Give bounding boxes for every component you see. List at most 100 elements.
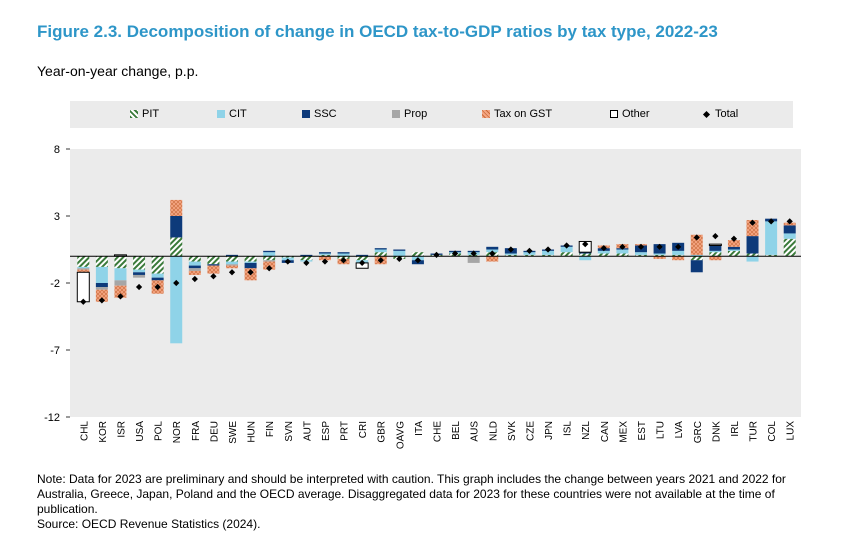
bar-ssc-oavg bbox=[393, 249, 406, 251]
legend-label-total: Total bbox=[715, 108, 739, 120]
bar-cit-isl bbox=[560, 246, 573, 253]
bar-pit-usa bbox=[133, 256, 146, 270]
bar-ssc-irl bbox=[727, 246, 740, 250]
total-marker-hun bbox=[247, 269, 254, 276]
bar-pit-col bbox=[765, 254, 778, 257]
legend-swatch-ssc bbox=[302, 110, 310, 118]
bar-pit-irl bbox=[727, 250, 740, 257]
bar-prop-fra bbox=[188, 268, 201, 271]
x-tick-label: ITA bbox=[414, 421, 425, 436]
x-tick-label: ESP bbox=[321, 421, 332, 441]
bar-cit-chl bbox=[77, 266, 90, 269]
x-tick-label: EST bbox=[637, 421, 648, 440]
legend-item-cit: CIT bbox=[217, 108, 247, 120]
bar-cit-tur bbox=[746, 256, 759, 262]
bar-ssc-deu bbox=[207, 264, 220, 266]
x-tick-label: LUX bbox=[786, 421, 797, 441]
x-tick-label: KOR bbox=[98, 421, 109, 443]
bar-cit-fin bbox=[263, 252, 276, 257]
total-marker-esp bbox=[321, 258, 329, 265]
bar-cit-jpn bbox=[542, 250, 555, 255]
y-tick-label: -12 bbox=[44, 412, 60, 424]
bar-other-chl bbox=[76, 271, 90, 303]
bar-pit-svk bbox=[504, 254, 517, 257]
bar-ssc-fra bbox=[188, 265, 201, 269]
legend-swatch-prop bbox=[392, 110, 400, 118]
x-tick-label: IRL bbox=[730, 421, 741, 437]
bar-cit-col bbox=[765, 221, 778, 255]
bar-cit-kor bbox=[95, 266, 108, 283]
bar-pit-deu bbox=[207, 256, 220, 265]
legend-swatch-gst bbox=[482, 110, 490, 118]
bar-pit-fra bbox=[188, 256, 201, 262]
bar-cit-dnk bbox=[709, 250, 722, 253]
bar-cit-can bbox=[597, 250, 610, 254]
bar-cit-lux bbox=[783, 233, 796, 239]
total-marker-svn bbox=[284, 258, 291, 265]
x-tick-label: PRT bbox=[340, 421, 351, 441]
bar-prop-aus bbox=[467, 256, 480, 263]
bar-gst-dnk bbox=[709, 256, 722, 261]
legend-item-other: Other bbox=[610, 108, 650, 120]
bar-cit-usa bbox=[133, 269, 146, 273]
legend-label-prop: Prop bbox=[404, 108, 428, 120]
y-tick-label: -7 bbox=[50, 345, 60, 357]
y-tick-label: 3 bbox=[54, 211, 60, 223]
x-tick-label: MEX bbox=[618, 421, 629, 443]
x-tick-label: LVA bbox=[674, 421, 685, 439]
bar-ssc-cri bbox=[356, 254, 369, 257]
bar-cit-swe bbox=[226, 261, 239, 265]
bar-pit-can bbox=[597, 253, 610, 257]
total-marker-fin bbox=[266, 265, 273, 272]
bar-gst-kor bbox=[95, 289, 108, 302]
x-tick-label: FRA bbox=[191, 421, 202, 441]
x-tick-label: NLD bbox=[488, 421, 499, 441]
bar-cit-lva bbox=[672, 250, 685, 255]
bar-pit-est bbox=[634, 254, 647, 257]
bar-pit-nzl bbox=[579, 253, 592, 257]
bar-cit-grc bbox=[690, 254, 703, 257]
y-tick-label: 8 bbox=[54, 144, 60, 156]
bar-pit-ltu bbox=[653, 254, 666, 257]
legend-item-pit: PIT bbox=[130, 108, 159, 120]
bar-ssc-dnk bbox=[709, 245, 722, 251]
plot-area bbox=[70, 149, 801, 417]
bar-pit-lva bbox=[672, 254, 685, 257]
chart-notes: Note: Data for 2023 are preliminary and … bbox=[37, 472, 827, 532]
x-tick-label: SVK bbox=[507, 421, 518, 441]
x-tick-label: DEU bbox=[209, 421, 220, 442]
bar-gst-swe bbox=[226, 265, 239, 269]
bar-gst-lva bbox=[672, 256, 685, 261]
bar-pit-esp bbox=[318, 254, 331, 257]
x-tick-label: GRC bbox=[693, 421, 704, 443]
bar-cit-isr bbox=[114, 268, 127, 281]
x-tick-label: NZL bbox=[581, 421, 592, 440]
bar-pit-lux bbox=[783, 238, 796, 257]
bar-cit-pol bbox=[151, 273, 164, 278]
total-marker-cri bbox=[359, 259, 366, 267]
bar-prop-fin bbox=[263, 260, 276, 262]
x-tick-label: LTU bbox=[656, 421, 667, 439]
legend-label-ssc: SSC bbox=[314, 108, 337, 120]
bar-pit-gbr bbox=[374, 252, 387, 257]
source-text: Source: OECD Revenue Statistics (2024). bbox=[37, 517, 261, 531]
bar-pit-cze bbox=[523, 254, 536, 257]
total-marker-gbr bbox=[377, 257, 384, 264]
x-tick-label: AUT bbox=[302, 421, 313, 441]
bar-gst-ltu bbox=[653, 256, 666, 259]
bar-cit-hun bbox=[244, 261, 257, 263]
x-tick-label: CRI bbox=[358, 421, 369, 438]
y-tick-label: -2 bbox=[50, 278, 60, 290]
bar-prop-isr bbox=[114, 280, 127, 286]
x-tick-label: FIN bbox=[265, 421, 276, 437]
bar-pit-cri bbox=[356, 256, 369, 261]
bar-gst-esp bbox=[318, 256, 331, 261]
legend-swatch-cit bbox=[217, 110, 225, 118]
legend-item-ssc: SSC bbox=[302, 108, 337, 120]
bar-ssc-prt bbox=[337, 252, 350, 254]
x-tick-label: CZE bbox=[525, 421, 536, 441]
bar-ssc-gbr bbox=[374, 248, 387, 250]
legend-label-cit: CIT bbox=[229, 108, 247, 120]
x-tick-label: OAVG bbox=[395, 421, 406, 449]
bar-ssc-aut bbox=[300, 254, 313, 257]
